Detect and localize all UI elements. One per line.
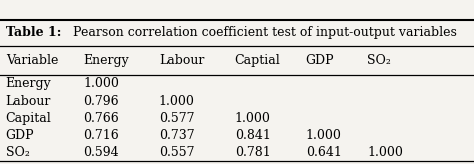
Text: GDP: GDP — [6, 129, 34, 142]
Text: Energy: Energy — [83, 54, 129, 67]
Text: 0.737: 0.737 — [159, 129, 194, 142]
Text: SO₂: SO₂ — [367, 54, 391, 67]
Text: 0.841: 0.841 — [235, 129, 271, 142]
Text: 0.577: 0.577 — [159, 112, 194, 125]
Text: Captial: Captial — [235, 54, 281, 67]
Text: 1.000: 1.000 — [159, 94, 195, 108]
Text: 0.796: 0.796 — [83, 94, 118, 108]
Text: Table 1:: Table 1: — [6, 26, 61, 39]
Text: Variable: Variable — [6, 54, 58, 67]
Text: Energy: Energy — [6, 77, 52, 91]
Text: SO₂: SO₂ — [6, 146, 29, 159]
Text: Labour: Labour — [159, 54, 204, 67]
Text: GDP: GDP — [306, 54, 334, 67]
Text: 0.781: 0.781 — [235, 146, 270, 159]
Text: 1.000: 1.000 — [306, 129, 342, 142]
Text: Labour: Labour — [6, 94, 51, 108]
Text: 0.716: 0.716 — [83, 129, 118, 142]
Text: Capital: Capital — [6, 112, 52, 125]
Text: Pearson correlation coefficient test of input-output variables: Pearson correlation coefficient test of … — [69, 26, 456, 39]
Text: 1.000: 1.000 — [235, 112, 271, 125]
Text: 0.641: 0.641 — [306, 146, 342, 159]
Text: 1.000: 1.000 — [83, 77, 119, 91]
Text: 1.000: 1.000 — [367, 146, 403, 159]
Text: 0.557: 0.557 — [159, 146, 194, 159]
Text: 0.594: 0.594 — [83, 146, 118, 159]
Text: 0.766: 0.766 — [83, 112, 118, 125]
